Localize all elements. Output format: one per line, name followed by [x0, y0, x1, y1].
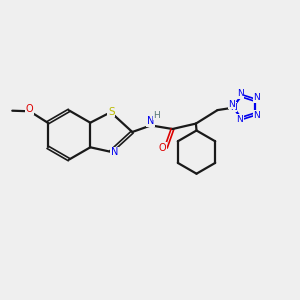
Text: N: N [253, 111, 260, 120]
Text: N: N [111, 147, 118, 158]
Text: S: S [108, 106, 115, 117]
Text: N: N [229, 100, 235, 109]
Text: N: N [237, 89, 244, 98]
Text: O: O [158, 143, 166, 153]
Text: N: N [147, 116, 154, 126]
Text: N: N [230, 103, 236, 112]
Text: O: O [26, 104, 34, 115]
Text: N: N [253, 93, 260, 102]
Text: N: N [236, 115, 243, 124]
Text: H: H [154, 111, 160, 120]
